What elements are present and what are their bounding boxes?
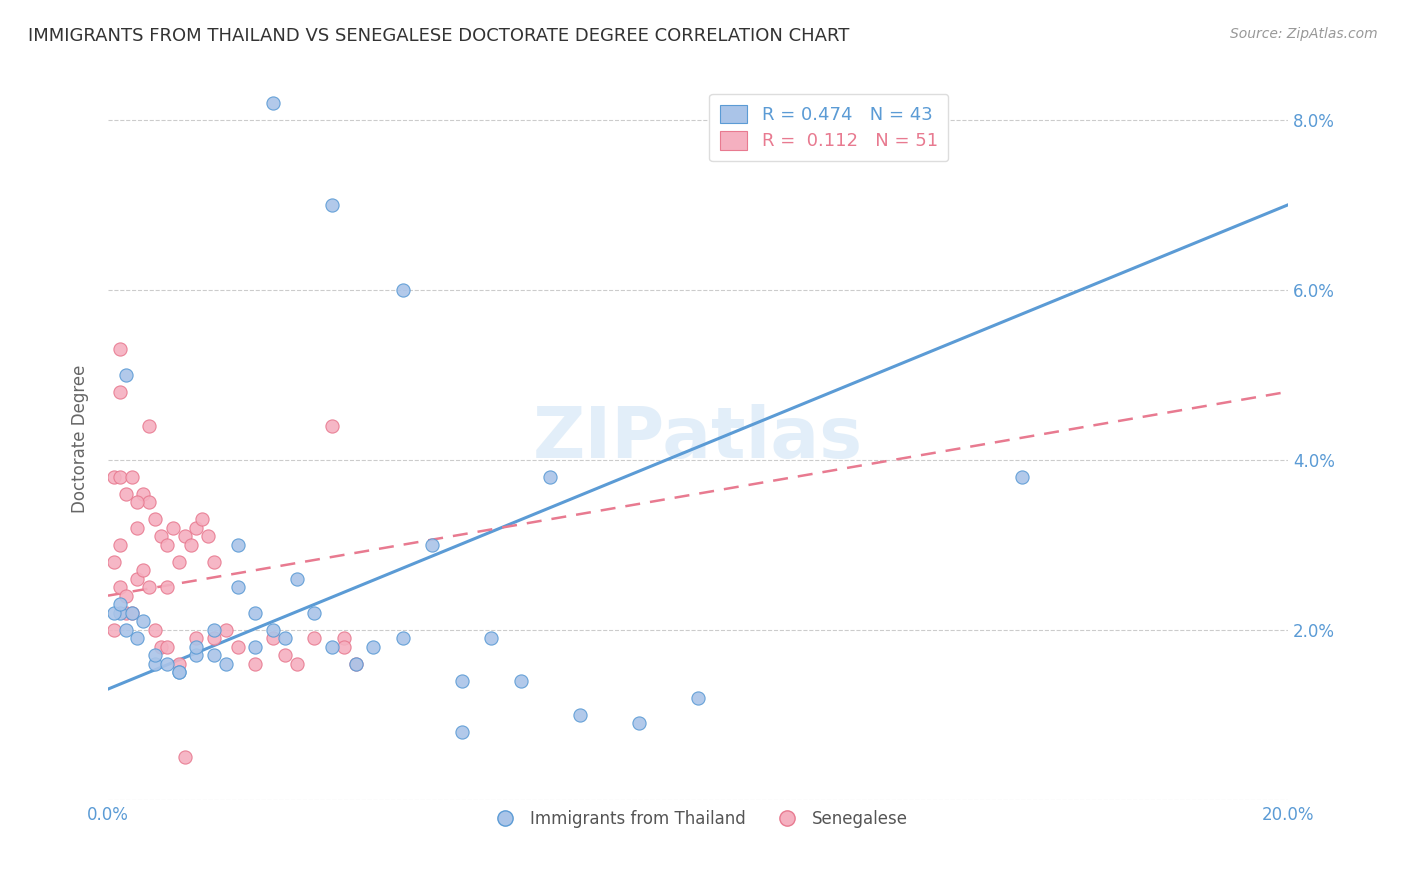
Point <box>186 631 208 645</box>
Point <box>274 648 297 662</box>
Point <box>121 606 143 620</box>
Point <box>108 538 131 552</box>
Point <box>245 640 267 654</box>
Point <box>186 521 208 535</box>
Point <box>510 673 533 688</box>
Point <box>132 563 155 577</box>
Point <box>451 673 474 688</box>
Point <box>127 521 149 535</box>
Point <box>686 690 709 705</box>
Point <box>274 631 297 645</box>
Point <box>156 657 179 671</box>
Point <box>321 198 343 212</box>
Point <box>226 640 249 654</box>
Point <box>103 623 125 637</box>
Point <box>344 657 367 671</box>
Point <box>143 623 166 637</box>
Point <box>173 750 195 764</box>
Point <box>108 384 131 399</box>
Point <box>226 538 249 552</box>
Point <box>191 512 214 526</box>
Point <box>114 589 136 603</box>
Point <box>285 657 308 671</box>
Point <box>344 657 367 671</box>
Point <box>1011 469 1033 483</box>
Point <box>202 648 225 662</box>
Point <box>143 512 166 526</box>
Point <box>156 640 179 654</box>
Point <box>262 95 284 110</box>
Point <box>138 418 160 433</box>
Point <box>285 572 308 586</box>
Point <box>173 529 195 543</box>
Point <box>132 614 155 628</box>
Point <box>481 631 503 645</box>
Point <box>150 529 173 543</box>
Point <box>321 418 343 433</box>
Point <box>121 606 143 620</box>
Point <box>143 657 166 671</box>
Point <box>127 631 149 645</box>
Point <box>540 469 562 483</box>
Point <box>103 469 125 483</box>
Point <box>167 665 190 679</box>
Point <box>108 343 131 357</box>
Point <box>245 657 267 671</box>
Point <box>422 538 444 552</box>
Point <box>108 580 131 594</box>
Point <box>108 606 131 620</box>
Point <box>132 486 155 500</box>
Point <box>150 640 173 654</box>
Point <box>127 572 149 586</box>
Point <box>156 538 179 552</box>
Point <box>114 606 136 620</box>
Point <box>627 716 650 731</box>
Point <box>304 631 326 645</box>
Point <box>215 657 238 671</box>
Point <box>143 648 166 662</box>
Point <box>262 631 284 645</box>
Point <box>167 665 190 679</box>
Point <box>262 623 284 637</box>
Point <box>103 555 125 569</box>
Point <box>245 606 267 620</box>
Point <box>114 486 136 500</box>
Point <box>202 555 225 569</box>
Point <box>333 640 356 654</box>
Point <box>167 657 190 671</box>
Point <box>127 495 149 509</box>
Text: Source: ZipAtlas.com: Source: ZipAtlas.com <box>1230 27 1378 41</box>
Y-axis label: Doctorate Degree: Doctorate Degree <box>72 364 89 513</box>
Text: IMMIGRANTS FROM THAILAND VS SENEGALESE DOCTORATE DEGREE CORRELATION CHART: IMMIGRANTS FROM THAILAND VS SENEGALESE D… <box>28 27 849 45</box>
Point <box>202 631 225 645</box>
Point <box>114 368 136 382</box>
Point <box>167 555 190 569</box>
Point <box>186 640 208 654</box>
Point <box>121 469 143 483</box>
Point <box>568 707 591 722</box>
Legend: Immigrants from Thailand, Senegalese: Immigrants from Thailand, Senegalese <box>481 803 915 835</box>
Point <box>114 623 136 637</box>
Point <box>321 640 343 654</box>
Point <box>138 580 160 594</box>
Point <box>392 631 415 645</box>
Point <box>180 538 202 552</box>
Point <box>103 606 125 620</box>
Point <box>451 724 474 739</box>
Point <box>197 529 219 543</box>
Point <box>138 495 160 509</box>
Point <box>215 623 238 637</box>
Point <box>162 521 184 535</box>
Text: ZIPatlas: ZIPatlas <box>533 404 863 473</box>
Point <box>186 648 208 662</box>
Point <box>108 469 131 483</box>
Point <box>333 631 356 645</box>
Point <box>363 640 385 654</box>
Point <box>156 580 179 594</box>
Point <box>108 597 131 611</box>
Point <box>304 606 326 620</box>
Point <box>202 623 225 637</box>
Point <box>226 580 249 594</box>
Point <box>392 283 415 297</box>
